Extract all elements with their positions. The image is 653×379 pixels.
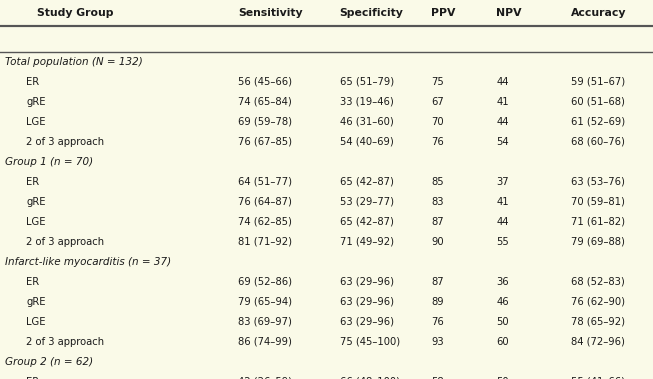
Text: 63 (53–76): 63 (53–76) [571,177,626,187]
Text: 70 (59–81): 70 (59–81) [571,197,626,207]
Text: 53 (29–77): 53 (29–77) [340,197,394,207]
Text: 87: 87 [431,277,443,287]
Text: gRE: gRE [26,197,46,207]
Text: 68 (60–76): 68 (60–76) [571,137,626,147]
Text: 60 (51–68): 60 (51–68) [571,97,626,107]
Text: 36: 36 [496,277,509,287]
Text: ER: ER [26,377,39,379]
Text: 83 (69–97): 83 (69–97) [238,317,293,327]
Text: LGE: LGE [26,217,46,227]
Text: 65 (42–87): 65 (42–87) [340,177,394,187]
Text: 79 (69–88): 79 (69–88) [571,237,626,247]
Text: 44: 44 [496,77,509,87]
Text: 81 (71–92): 81 (71–92) [238,237,293,247]
Text: 63 (29–96): 63 (29–96) [340,297,394,307]
Text: 46 (31–60): 46 (31–60) [340,117,393,127]
Text: 66 (48–100): 66 (48–100) [340,377,400,379]
Text: 59 (51–67): 59 (51–67) [571,77,626,87]
Text: 74 (65–84): 74 (65–84) [238,97,292,107]
Text: 75 (45–100): 75 (45–100) [340,337,400,347]
Text: 56 (45–66): 56 (45–66) [238,77,293,87]
Text: Specificity: Specificity [340,8,404,18]
Text: 79 (65–94): 79 (65–94) [238,297,293,307]
Text: ER: ER [26,77,39,87]
Text: 60: 60 [496,337,509,347]
Text: NPV: NPV [496,8,522,18]
Text: 41: 41 [496,97,509,107]
Text: ER: ER [26,177,39,187]
Text: 89: 89 [431,297,443,307]
Text: 54 (40–69): 54 (40–69) [340,137,393,147]
Text: 65 (51–79): 65 (51–79) [340,77,394,87]
Text: ER: ER [26,277,39,287]
Text: 61 (52–69): 61 (52–69) [571,117,626,127]
Text: 42 (26–59): 42 (26–59) [238,377,293,379]
Text: 65 (42–87): 65 (42–87) [340,217,394,227]
Text: 2 of 3 approach: 2 of 3 approach [26,337,104,347]
Text: 44: 44 [496,217,509,227]
Text: 85: 85 [431,177,443,187]
Text: LGE: LGE [26,317,46,327]
Text: 71 (61–82): 71 (61–82) [571,217,626,227]
Text: 2 of 3 approach: 2 of 3 approach [26,237,104,247]
Text: 54: 54 [496,137,509,147]
Text: 78 (65–92): 78 (65–92) [571,317,626,327]
Text: LGE: LGE [26,117,46,127]
Text: Accuracy: Accuracy [571,8,627,18]
Text: 55: 55 [496,237,509,247]
Text: 76 (64–87): 76 (64–87) [238,197,293,207]
Text: 83: 83 [431,197,443,207]
Text: 44: 44 [496,117,509,127]
Text: gRE: gRE [26,297,46,307]
Text: 2 of 3 approach: 2 of 3 approach [26,137,104,147]
Text: Infarct-like myocarditis (n = 37): Infarct-like myocarditis (n = 37) [5,257,171,267]
Text: 76: 76 [431,137,444,147]
Text: 46: 46 [496,297,509,307]
Text: 63 (29–96): 63 (29–96) [340,277,394,287]
Text: 84 (72–96): 84 (72–96) [571,337,626,347]
Text: 76 (62–90): 76 (62–90) [571,297,626,307]
Text: 55 (41–66): 55 (41–66) [571,377,626,379]
Text: 75: 75 [431,77,444,87]
Text: 69 (52–86): 69 (52–86) [238,277,293,287]
Text: 64 (51–77): 64 (51–77) [238,177,293,187]
Text: Group 1 (n = 70): Group 1 (n = 70) [5,157,93,167]
Text: 86 (74–99): 86 (74–99) [238,337,293,347]
Text: PPV: PPV [431,8,455,18]
Text: Total population (N = 132): Total population (N = 132) [5,57,143,67]
Text: 67: 67 [431,97,444,107]
Text: 71 (49–92): 71 (49–92) [340,237,394,247]
Text: Group 2 (n = 62): Group 2 (n = 62) [5,357,93,367]
Text: 87: 87 [431,217,443,227]
Text: gRE: gRE [26,97,46,107]
Text: 90: 90 [431,237,443,247]
Text: 33 (19–46): 33 (19–46) [340,97,393,107]
Text: 69 (59–78): 69 (59–78) [238,117,293,127]
Text: 76: 76 [431,317,444,327]
Text: 50: 50 [496,377,509,379]
Text: 68 (52–83): 68 (52–83) [571,277,625,287]
Text: 76 (67–85): 76 (67–85) [238,137,293,147]
Text: 41: 41 [496,197,509,207]
Text: 70: 70 [431,117,443,127]
Text: Study Group: Study Group [37,8,114,18]
Text: Sensitivity: Sensitivity [238,8,303,18]
Text: 50: 50 [496,317,509,327]
Text: 63 (29–96): 63 (29–96) [340,317,394,327]
Text: 37: 37 [496,177,509,187]
Text: 74 (62–85): 74 (62–85) [238,217,293,227]
Text: 93: 93 [431,337,443,347]
Text: 58: 58 [431,377,443,379]
